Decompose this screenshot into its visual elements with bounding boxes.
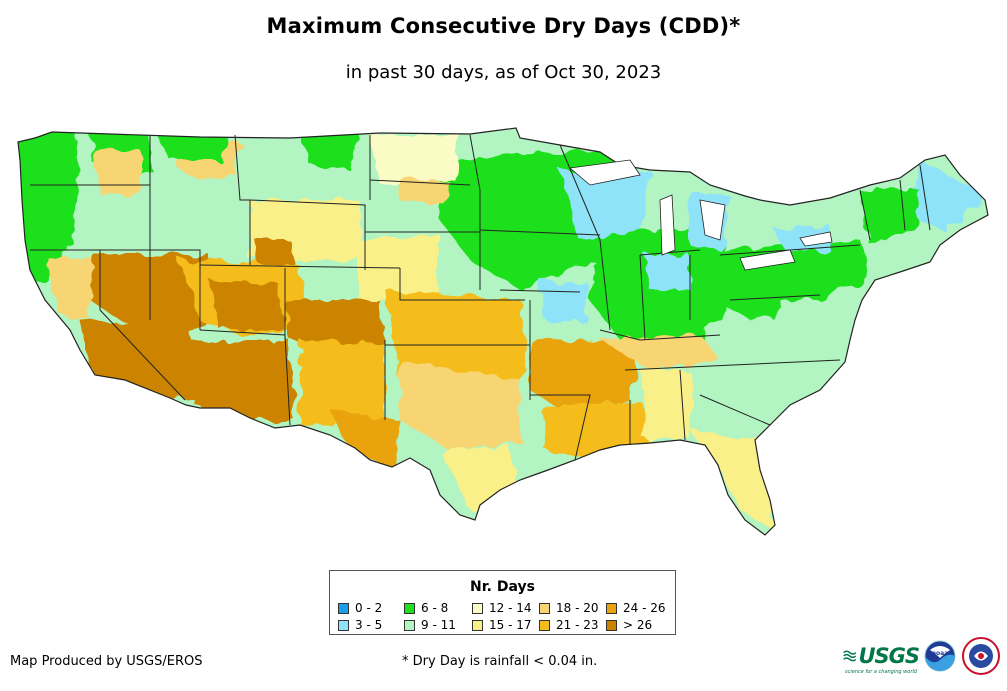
legend-swatch <box>472 619 483 631</box>
legend-label: 12 - 14 <box>489 601 532 615</box>
legend-label: 21 - 23 <box>556 618 599 632</box>
legend-label: 0 - 2 <box>355 601 383 615</box>
legend-item: 15 - 17 <box>472 618 532 632</box>
legend-label: 15 - 17 <box>489 618 532 632</box>
legend-item: 18 - 20 <box>539 601 599 615</box>
legend-item: 12 - 14 <box>472 601 532 615</box>
map-subtitle: in past 30 days, as of Oct 30, 2023 <box>345 62 662 83</box>
legend-label: 6 - 8 <box>421 601 449 615</box>
legend-swatch <box>404 619 415 631</box>
map-title: Maximum Consecutive Dry Days (CDD)* <box>266 14 741 38</box>
usgs-tagline: science for a changing world <box>845 669 917 675</box>
legend-label: > 26 <box>623 618 653 632</box>
legend-label: 9 - 11 <box>421 618 456 632</box>
legend-title: Nr. Days <box>470 579 535 595</box>
dry-days-zones <box>18 130 985 530</box>
legend-swatch <box>539 602 550 614</box>
legend-label: 3 - 5 <box>355 618 383 632</box>
legend-swatch <box>539 619 550 631</box>
legend-swatch <box>472 602 483 614</box>
legend-item: 6 - 8 <box>404 601 448 615</box>
legend-swatch <box>606 619 617 631</box>
map-credit: Map Produced by USGS/EROS <box>10 654 203 669</box>
legend-swatch <box>606 602 617 614</box>
usgs-wave-icon <box>843 650 857 662</box>
dry-day-footnote: * Dry Day is rainfall < 0.04 in. <box>402 654 598 669</box>
great-lakes <box>569 159 833 271</box>
legend-item: 3 - 5 <box>338 618 382 632</box>
legend-panel: Nr. Days 0 - 2 3 - 5 6 - 8 9 - 11 12 - 1… <box>329 570 676 635</box>
legend-grid: 0 - 2 3 - 5 6 - 8 9 - 11 12 - 14 15 - 17… <box>338 601 668 633</box>
legend-item: 0 - 2 <box>338 601 382 615</box>
legend-item: 21 - 23 <box>539 618 599 632</box>
legend-swatch <box>404 602 415 614</box>
noaa-logo-icon: noaa <box>924 640 956 672</box>
nws-logo-icon <box>962 637 1000 675</box>
legend-item: 24 - 26 <box>606 601 666 615</box>
legend-label: 24 - 26 <box>623 601 666 615</box>
legend-swatch <box>338 619 349 631</box>
usgs-wordmark: USGS <box>858 644 920 668</box>
usgs-logo: USGS <box>843 642 920 670</box>
legend-item: 9 - 11 <box>404 618 456 632</box>
legend-item: > 26 <box>606 618 652 632</box>
legend-swatch <box>338 602 349 614</box>
state-boundaries <box>17 127 989 536</box>
legend-label: 18 - 20 <box>556 601 599 615</box>
noaa-logo-text: noaa <box>932 650 949 657</box>
